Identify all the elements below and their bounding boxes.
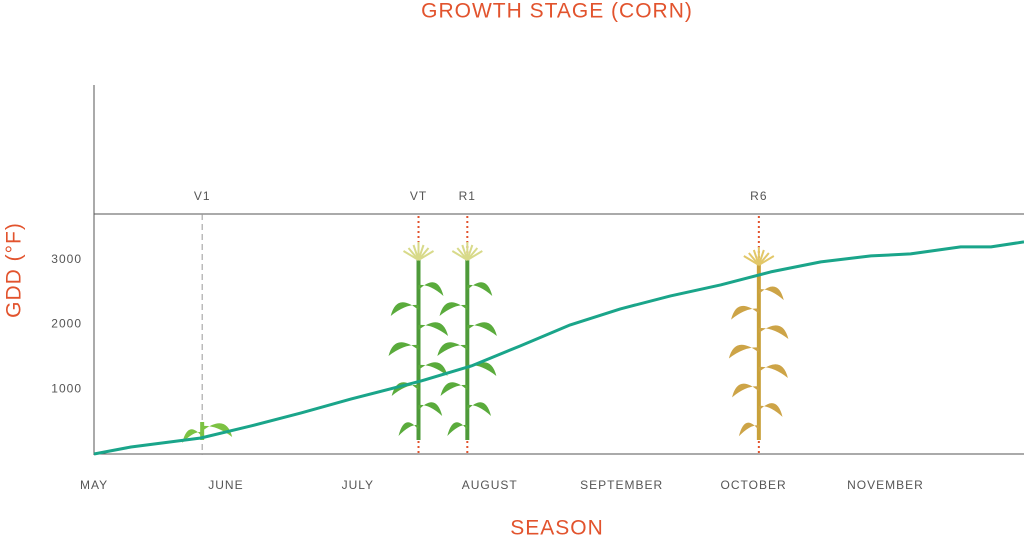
plant-leaf [447,422,468,436]
x-tick-label: OCTOBER [721,478,787,492]
plant-tassel [417,250,435,261]
x-axis-label: SEASON [510,517,604,540]
chart-title: GROWTH STAGE (CORN) [421,0,693,23]
y-tick-label: 1000 [51,381,82,395]
corn-plant [437,242,497,440]
plant-leaf [418,282,444,296]
plant-leaf [731,305,759,320]
x-tick-label: AUGUST [462,478,518,492]
plant-leaf [388,342,419,356]
x-tick-label: SEPTEMBER [580,478,663,492]
plant-leaf [467,362,497,376]
plant-leaf [467,282,493,296]
plant-leaf [398,422,419,436]
corn-plant [388,242,449,440]
plant-leaf [418,402,443,416]
plant-tassel [758,255,775,266]
plant-leaf [467,322,497,336]
x-tick-label: MAY [80,478,108,492]
y-axis-label: GDD (°F) [3,222,26,318]
plant-leaf [758,325,789,340]
plant-leaf [758,286,784,301]
plant-leaf [202,423,233,437]
plant-leaf [418,362,448,376]
plant-leaf [758,403,783,417]
plant-leaf [738,422,759,437]
stage-label: R1 [459,189,476,203]
x-tick-label: JUNE [208,478,243,492]
corn-plant [728,247,789,440]
y-tick-label: 2000 [51,317,82,331]
plant-leaf [467,402,491,416]
plant-leaf [439,302,468,316]
plant-leaf [728,344,759,359]
stage-label: R6 [750,189,767,203]
plant-leaf [732,383,759,398]
plant-leaf [390,302,419,316]
plant-leaf [182,429,203,443]
x-tick-label: NOVEMBER [847,478,924,492]
plant-leaf [418,322,449,336]
plant-leaf [440,382,468,396]
x-tick-label: JULY [342,478,374,492]
plant-tassel [466,250,483,261]
plant-leaf [437,342,468,356]
y-tick-label: 3000 [51,252,82,266]
stage-label: VT [410,189,427,203]
plant-leaf [758,364,788,378]
gdd-line [93,240,1024,456]
stage-label: V1 [194,189,211,203]
